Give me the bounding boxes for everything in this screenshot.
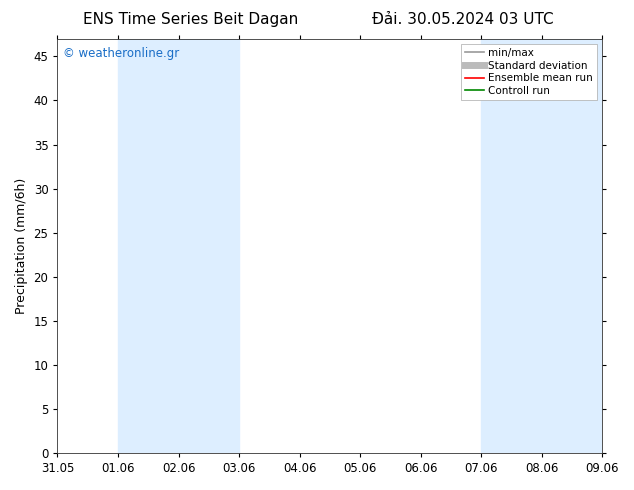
Y-axis label: Precipitation (mm/6h): Precipitation (mm/6h) bbox=[15, 178, 28, 314]
Text: ENS Time Series Beit Dagan: ENS Time Series Beit Dagan bbox=[82, 12, 298, 27]
Text: © weatheronline.gr: © weatheronline.gr bbox=[63, 47, 179, 60]
Legend: min/max, Standard deviation, Ensemble mean run, Controll run: min/max, Standard deviation, Ensemble me… bbox=[461, 44, 597, 100]
Bar bbox=[481, 39, 602, 453]
Text: Đải. 30.05.2024 03 UTC: Đải. 30.05.2024 03 UTC bbox=[372, 12, 553, 27]
Bar bbox=[118, 39, 239, 453]
